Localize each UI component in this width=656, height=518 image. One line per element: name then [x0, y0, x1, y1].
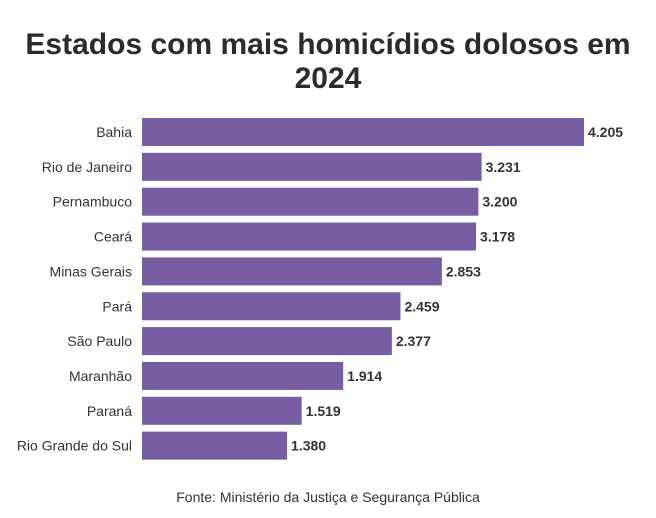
value-label: 1.914: [347, 368, 382, 384]
bar: [142, 292, 401, 321]
value-label: 3.200: [482, 194, 517, 210]
value-label: 4.205: [588, 124, 623, 140]
category-label: Pará: [102, 298, 132, 314]
value-label: 1.380: [291, 438, 326, 454]
value-label: 3.231: [486, 159, 521, 175]
value-label: 2.853: [446, 263, 481, 279]
chart-title-line-2: 2024: [294, 62, 362, 95]
bar: [142, 361, 344, 390]
value-label: 1.519: [306, 403, 341, 419]
value-label: 3.178: [480, 229, 515, 245]
category-label: Rio de Janeiro: [42, 159, 132, 175]
category-label: Pernambuco: [53, 194, 133, 210]
category-label: Bahia: [96, 124, 132, 140]
bar: [142, 431, 288, 460]
category-label: Ceará: [94, 229, 132, 245]
chart-title: Estados com mais homicídios dolosos em 2…: [0, 28, 656, 96]
category-label: Rio Grande do Sul: [17, 438, 132, 454]
bar: [142, 327, 392, 356]
value-label: 2.377: [396, 333, 431, 349]
category-label: São Paulo: [67, 333, 132, 349]
bar: [142, 257, 442, 286]
bar: [142, 222, 477, 251]
bar: [142, 187, 479, 216]
category-label: Maranhão: [69, 368, 132, 384]
value-label: 2.459: [404, 298, 439, 314]
bar: [142, 118, 584, 146]
category-label: Minas Gerais: [50, 263, 132, 279]
chart-title-line-1: Estados com mais homicídios dolosos em: [25, 28, 631, 61]
category-label: Paraná: [87, 403, 132, 419]
bar: [142, 396, 302, 425]
source-note: Fonte: Ministério da Justiça e Segurança…: [176, 489, 480, 505]
bar: [142, 152, 482, 181]
